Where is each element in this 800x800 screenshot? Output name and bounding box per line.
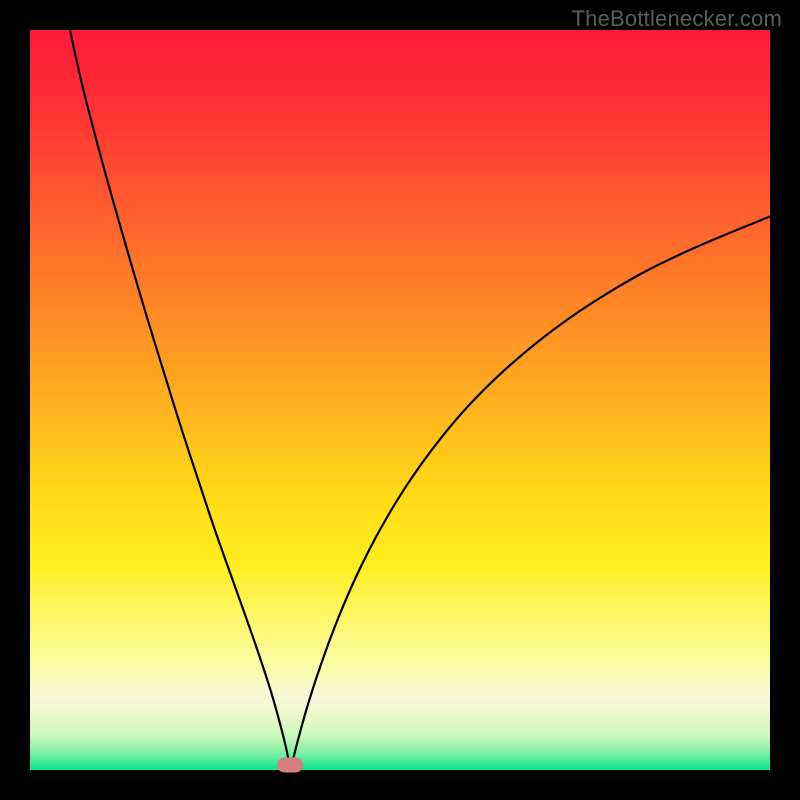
chart-frame: TheBottlenecker.com xyxy=(0,0,800,800)
plot-area xyxy=(30,30,770,770)
watermark-text: TheBottlenecker.com xyxy=(572,6,782,32)
apex-marker xyxy=(277,757,303,772)
curve-right-branch xyxy=(290,216,770,770)
bottleneck-curve xyxy=(30,30,770,770)
curve-left-branch xyxy=(70,30,291,770)
